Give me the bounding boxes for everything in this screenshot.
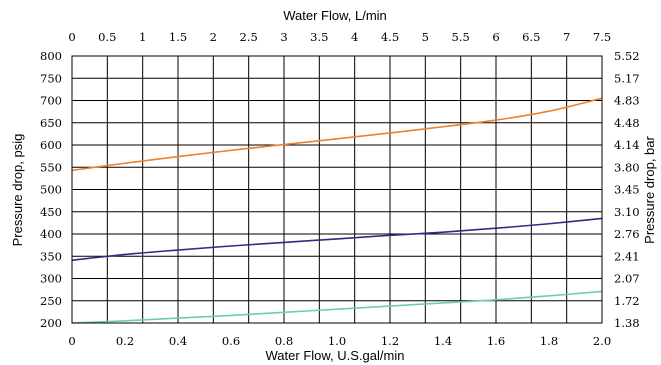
y-right-tick-label: 4.83 — [614, 94, 640, 108]
series-line-2 — [71, 217, 603, 262]
x-top-tick-label: 6 — [492, 30, 499, 44]
y-right-tick-label: 1.38 — [614, 316, 640, 330]
y-left-axis-title: Pressure drop, psig — [10, 134, 25, 247]
x-bottom-tick-label: 0.8 — [275, 334, 293, 348]
y-left-tick-label: 550 — [40, 160, 62, 174]
x-top-tick-label: 5.5 — [452, 30, 470, 44]
x-top-tick-label: 7 — [563, 30, 570, 44]
y-left-tick-label: 600 — [40, 138, 62, 152]
x-bottom-axis-title: Water Flow, U.S.gal/min — [266, 348, 405, 363]
plot-frame — [71, 55, 603, 324]
x-top-axis-title: Water Flow, L/min — [283, 8, 387, 23]
y-right-tick-label: 2.07 — [614, 272, 640, 286]
y-left-tick-label: 500 — [40, 183, 62, 197]
x-top-tick-label: 1.5 — [169, 30, 187, 44]
y-left-tick-label: 200 — [40, 316, 62, 330]
y-left-tick-label: 400 — [40, 227, 62, 241]
x-bottom-tick-label: 1.6 — [487, 334, 505, 348]
x-top-tick-label: 6.5 — [522, 30, 540, 44]
x-top-tick-label: 7.5 — [593, 30, 611, 44]
x-bottom-tick-label: 1.2 — [381, 334, 399, 348]
y-left-tick-label: 300 — [40, 272, 62, 286]
x-bottom-tick-label: 0.4 — [169, 334, 187, 348]
series-line-3 — [71, 290, 603, 324]
x-bottom-tick-label: 0 — [68, 334, 75, 348]
y-left-tick-label: 800 — [40, 49, 62, 63]
y-left-tick-label: 750 — [40, 71, 62, 85]
x-bottom-tick-label: 1.4 — [434, 334, 452, 348]
y-right-tick-label: 3.80 — [614, 160, 640, 174]
grid — [72, 56, 602, 323]
x-bottom-tick-label: 2.0 — [593, 334, 611, 348]
y-right-tick-label: 4.48 — [614, 116, 640, 130]
x-top-tick-label: 4 — [351, 30, 358, 44]
x-top-tick-label: 3.5 — [310, 30, 328, 44]
x-top-tick-label: 2.5 — [240, 30, 258, 44]
y-right-tick-label: 2.76 — [614, 227, 640, 241]
series-lines — [71, 97, 603, 324]
y-right-tick-label: 5.52 — [614, 49, 640, 63]
series-line-1 — [71, 97, 603, 172]
y-right-axis-title: Pressure drop, bar — [642, 136, 657, 244]
y-left-tick-label: 450 — [40, 205, 62, 219]
x-top-tick-label: 1 — [139, 30, 146, 44]
tick-labels: 0 0.5 1 1.5 2 2.5 3 3.5 4 4.5 5 5.5 6 6.5 7 7.5 200 250 30… — [40, 30, 640, 348]
x-top-tick-label: 2 — [210, 30, 217, 44]
x-bottom-tick-label: 0.2 — [116, 334, 134, 348]
y-left-tick-label: 350 — [40, 249, 62, 263]
x-bottom-tick-label: 0.6 — [222, 334, 240, 348]
y-right-tick-label: 3.10 — [614, 205, 640, 219]
x-top-tick-label: 0.5 — [98, 30, 116, 44]
x-top-tick-label: 3 — [280, 30, 287, 44]
x-bottom-tick-label: 1.8 — [540, 334, 558, 348]
y-left-tick-label: 250 — [40, 294, 62, 308]
y-left-tick-label: 700 — [40, 94, 62, 108]
y-left-tick-label: 650 — [40, 116, 62, 130]
x-top-tick-label: 5 — [422, 30, 429, 44]
y-right-tick-label: 4.14 — [614, 138, 640, 152]
x-bottom-tick-label: 1.0 — [328, 334, 346, 348]
y-right-tick-label: 1.72 — [614, 294, 640, 308]
y-right-tick-label: 2.41 — [614, 249, 640, 263]
y-right-tick-label: 3.45 — [614, 183, 640, 197]
x-top-tick-label: 4.5 — [381, 30, 399, 44]
y-right-tick-label: 5.17 — [614, 71, 640, 85]
x-top-tick-label: 0 — [68, 30, 75, 44]
